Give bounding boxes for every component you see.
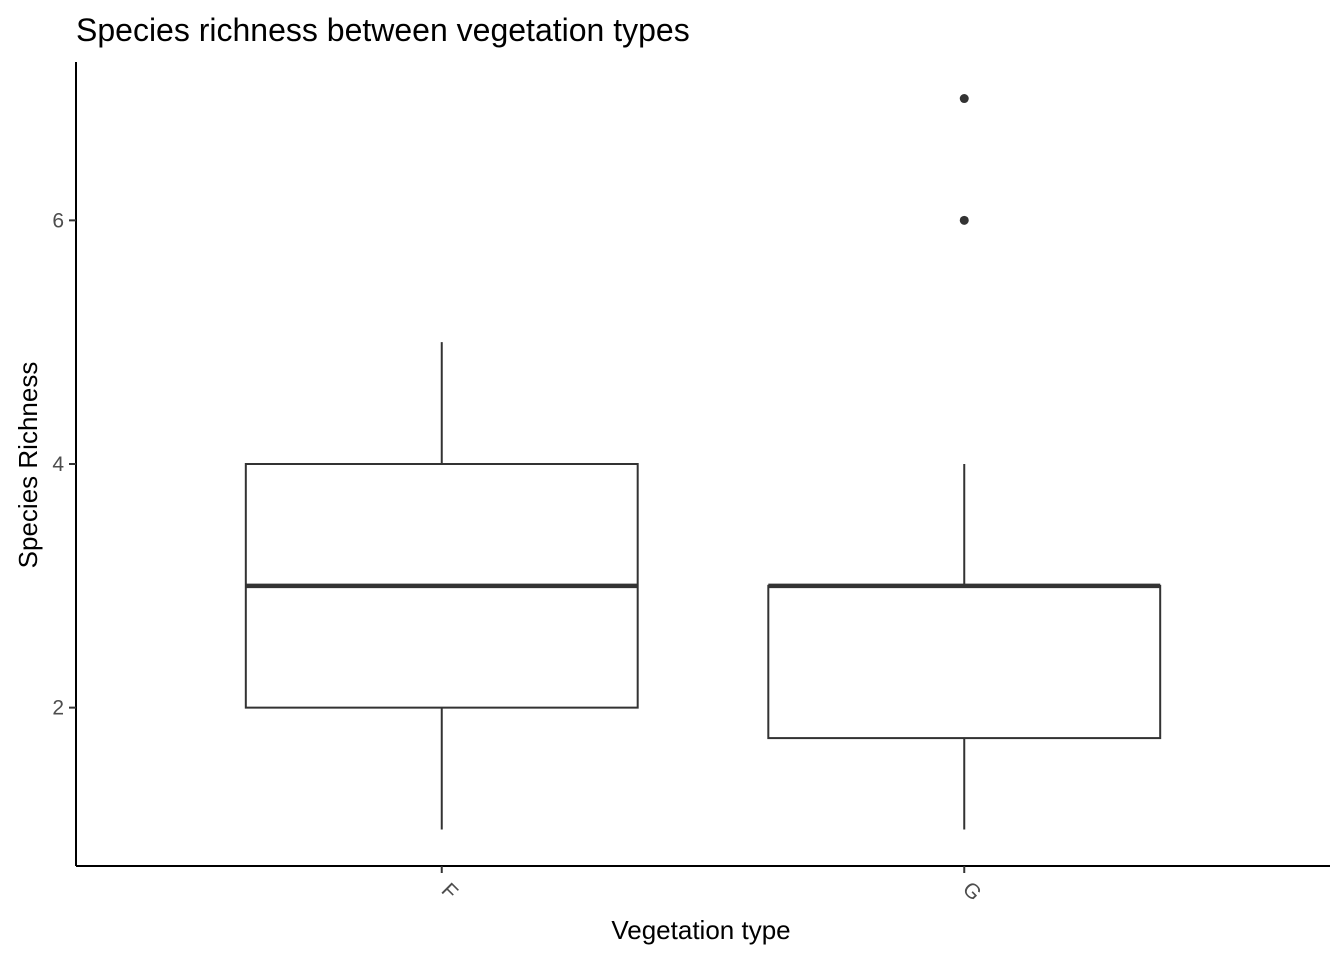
plot-area: 2 4 6 F G xyxy=(52,62,1330,905)
outlier-point xyxy=(959,215,969,225)
box-group-f xyxy=(244,342,639,830)
iqr-box xyxy=(767,584,1162,740)
y-tick-label: 2 xyxy=(52,697,64,720)
y-tick-label: 6 xyxy=(52,209,64,232)
chart-title: Species richness between vegetation type… xyxy=(76,12,690,48)
boxes-layer xyxy=(244,94,1162,830)
x-axis-title: Vegetation type xyxy=(611,915,790,945)
y-axis-title: Species Richness xyxy=(13,362,43,569)
outlier-point xyxy=(959,94,969,104)
x-tick-label: G xyxy=(958,877,986,905)
y-tick-label: 4 xyxy=(52,453,64,476)
x-tick-label: F xyxy=(437,879,462,904)
axes-layer: 2 4 6 F G xyxy=(52,62,1330,905)
box-group-g xyxy=(767,94,1162,830)
